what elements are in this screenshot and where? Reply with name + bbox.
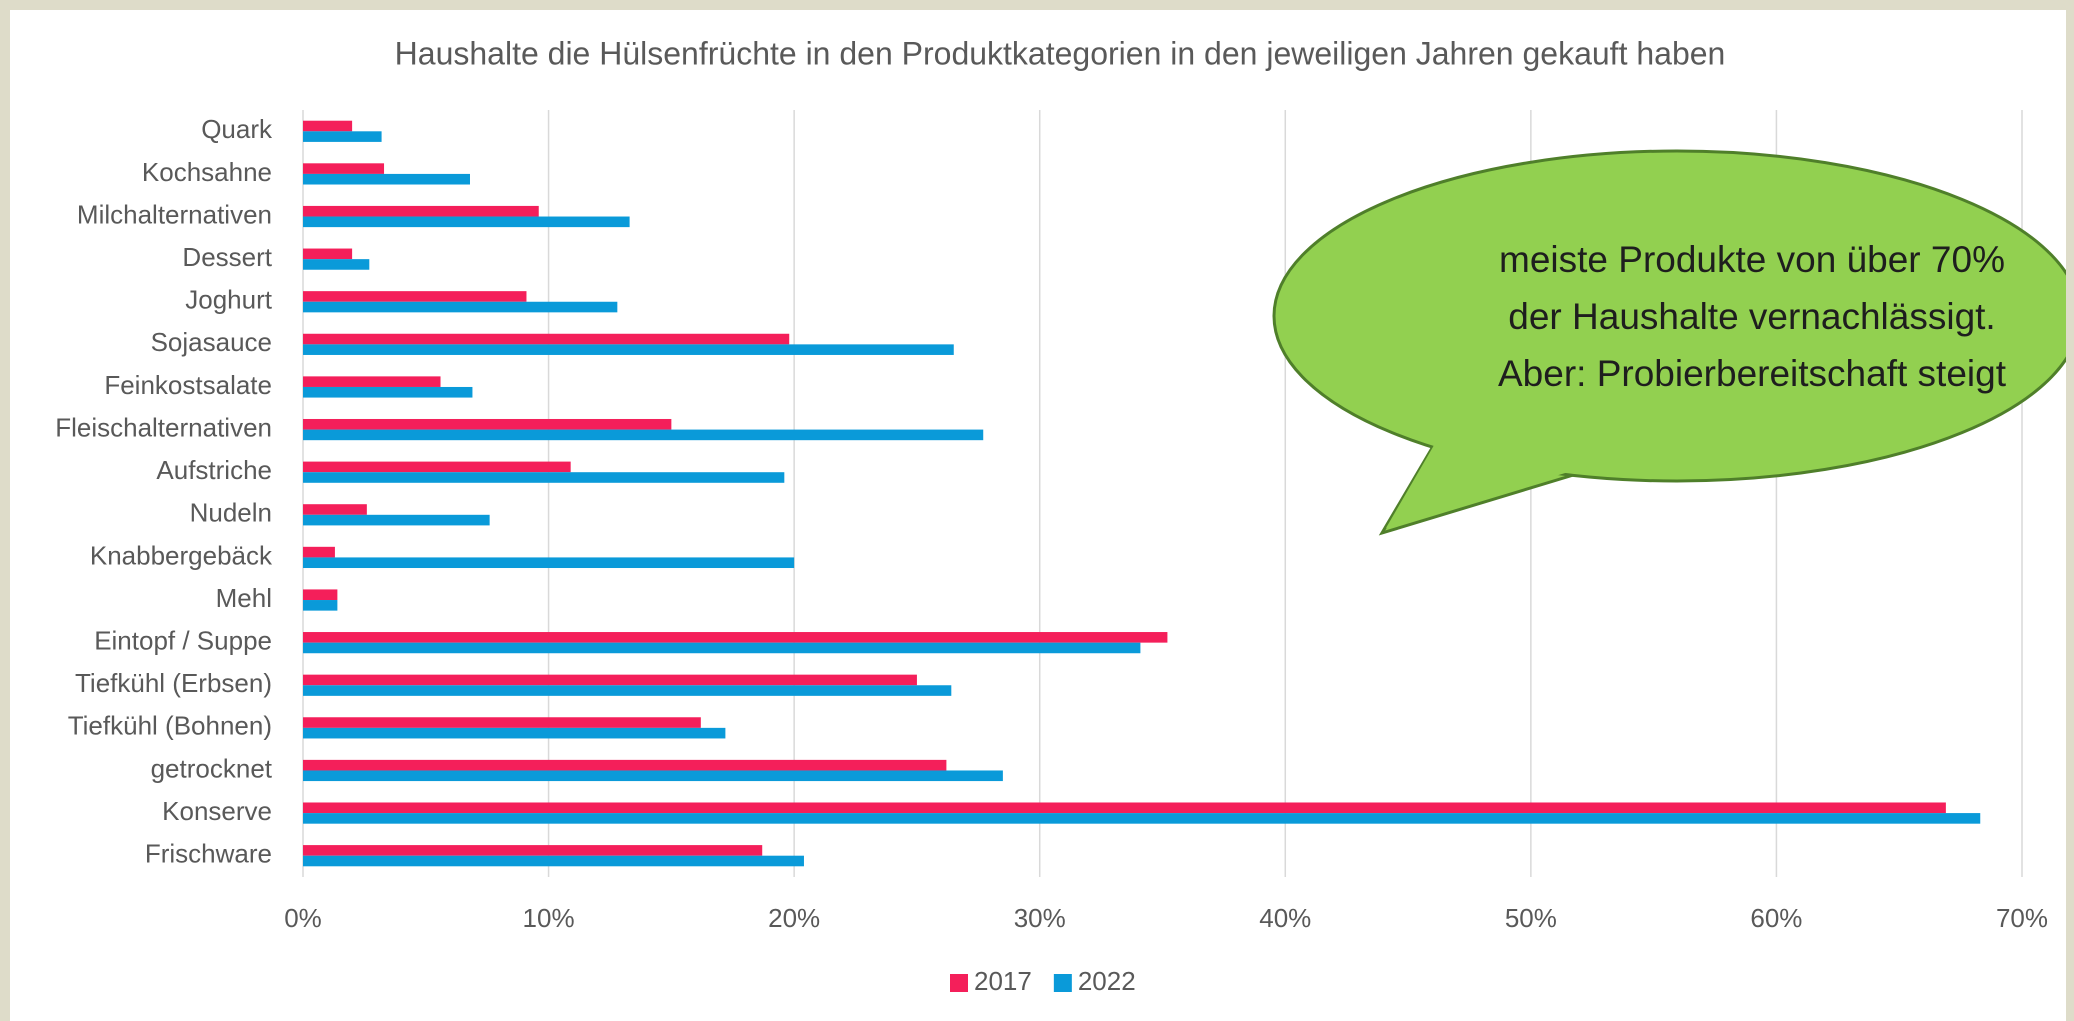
bar — [303, 291, 527, 302]
bar — [303, 600, 338, 611]
bar — [303, 259, 370, 270]
y-tick-label: Frischware — [145, 839, 272, 869]
bar — [303, 717, 701, 728]
bar — [303, 514, 490, 526]
chart-title: Haushalte die Hülsenfrüchte in den Produ… — [395, 35, 1726, 71]
y-tick-label: Mehl — [216, 583, 272, 613]
callout-text: meiste Produkte von über 70% der Haushalt… — [1498, 239, 2007, 394]
x-tick-label: 40% — [1259, 903, 1311, 933]
bar — [303, 685, 952, 696]
callout-line: der Haushalte vernachlässigt. — [1508, 296, 1995, 337]
bar — [303, 120, 353, 132]
bar — [303, 301, 618, 313]
y-tick-label: Milchalternativen — [77, 199, 272, 229]
bar — [303, 418, 672, 430]
y-tick-label: Feinkostsalate — [104, 370, 272, 400]
bar — [303, 461, 571, 473]
bar — [303, 386, 473, 398]
bar — [303, 589, 338, 601]
y-tick-label: Konserve — [162, 796, 272, 826]
callout-bubble — [1272, 149, 2066, 483]
x-tick-label: 60% — [1750, 903, 1802, 933]
y-tick-label: Eintopf / Suppe — [94, 626, 272, 656]
y-tick-label: Dessert — [182, 242, 272, 272]
x-tick-label: 50% — [1505, 903, 1557, 933]
legend-label: 2022 — [1078, 966, 1136, 996]
x-tick-label: 10% — [523, 903, 575, 933]
callout-tail-fill — [1386, 440, 1588, 528]
bar — [303, 557, 795, 569]
x-tick-label: 0% — [284, 903, 322, 933]
x-tick-label: 30% — [1014, 903, 1066, 933]
y-tick-label: Joghurt — [185, 285, 272, 315]
bar — [303, 429, 984, 441]
plot: 0% 10% 20% 30% 40% 50% 60% 70% Quark Kochsahne Mil… — [55, 110, 2048, 996]
bar — [303, 376, 441, 387]
callout — [1272, 149, 2066, 536]
bar — [303, 173, 470, 185]
bar — [303, 333, 790, 345]
legend-swatch — [1053, 974, 1072, 992]
y-tick-label: getrocknet — [151, 753, 273, 783]
bar — [303, 131, 382, 142]
y-tick-label: Fleischalternativen — [55, 412, 272, 442]
y-tick-label: Knabbergebäck — [90, 540, 273, 570]
bar — [303, 845, 763, 856]
bar — [303, 344, 954, 355]
y-tick-label: Aufstriche — [156, 455, 272, 485]
bar — [303, 472, 785, 483]
bar — [303, 855, 804, 867]
bar — [303, 770, 1003, 782]
bar — [303, 632, 1168, 643]
bar — [303, 759, 947, 771]
bar — [303, 163, 385, 174]
legend-label: 2017 — [974, 966, 1032, 996]
y-tick-label: Quark — [201, 114, 273, 144]
bar — [303, 802, 1946, 814]
bar — [303, 813, 1981, 824]
x-tick-label: 70% — [1996, 903, 2048, 933]
y-tick-label: Kochsahne — [142, 157, 272, 187]
y-tick-label: Tiefkühl (Bohnen) — [68, 711, 272, 741]
bar — [303, 727, 726, 739]
bar — [303, 674, 917, 686]
bar — [303, 248, 353, 260]
bar — [303, 504, 367, 515]
legend-swatch — [950, 974, 968, 992]
bar — [303, 642, 1141, 654]
bar — [303, 205, 539, 217]
y-tick-label: Nudeln — [190, 498, 272, 528]
x-tick-label: 20% — [768, 903, 820, 933]
y-tick-label: Tiefkühl (Erbsen) — [75, 668, 272, 698]
bar — [303, 216, 630, 228]
y-tick-label: Sojasauce — [151, 327, 272, 357]
callout-line: Aber: Probierbereitschaft steigt — [1498, 353, 2007, 394]
bar — [303, 546, 335, 558]
callout-line: meiste Produkte von über 70% — [1499, 239, 2005, 280]
